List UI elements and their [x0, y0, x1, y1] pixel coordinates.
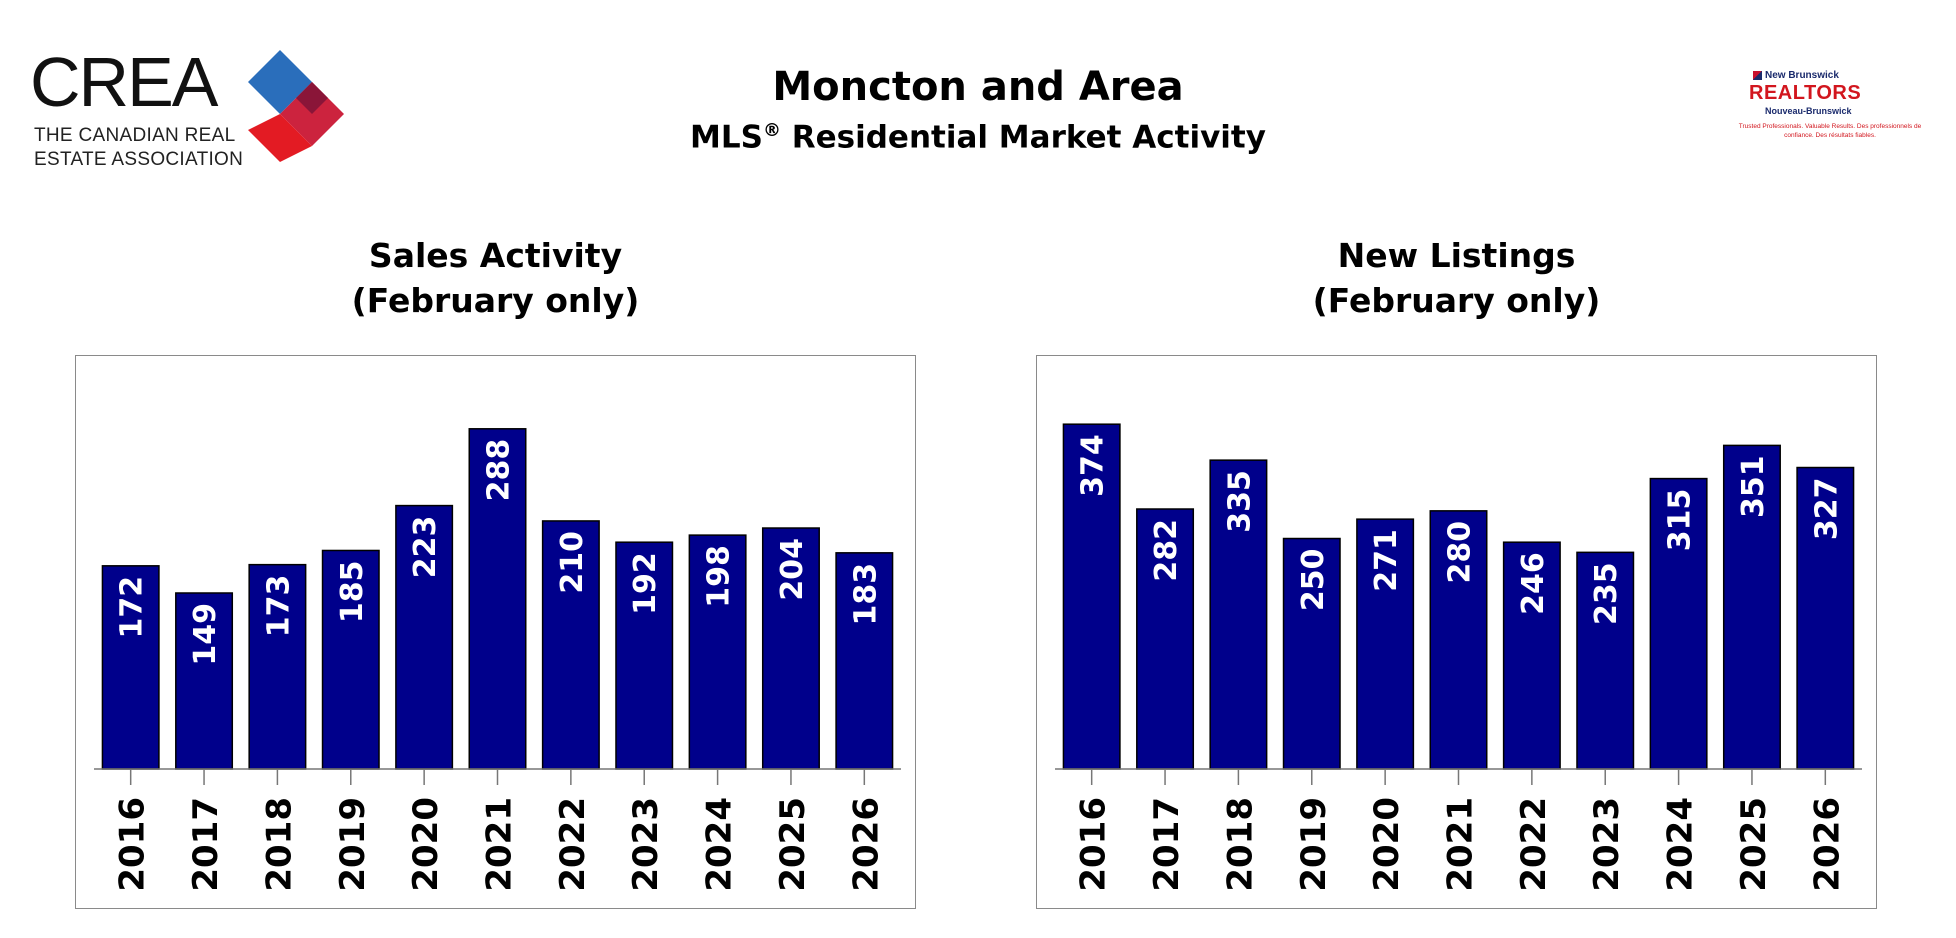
listings-bar-label-2025: 351 [1736, 455, 1771, 518]
listings-tick-label-2026: 2026 [1807, 797, 1847, 892]
listings-bar-2020 [1356, 518, 1415, 770]
sales-tick-label-2016: 2016 [113, 797, 153, 892]
registered-mark: ® [762, 120, 781, 141]
nb-logo-tagline: Trusted Professionals. Valuable Results.… [1738, 123, 1922, 139]
listings-bar-label-2023: 235 [1589, 562, 1624, 625]
page-title: Moncton and Area [772, 64, 1184, 110]
listings-bar-2024 [1649, 477, 1708, 770]
sales-tick-label-2019: 2019 [333, 797, 373, 892]
sales-bar-2024 [688, 534, 747, 770]
listings-bar-label-2022: 246 [1516, 552, 1551, 615]
listings-chart-title-line2: (February only) [1312, 281, 1601, 320]
listings-bar-label-2019: 250 [1296, 549, 1331, 612]
crea-logo-line1: THE CANADIAN REAL [34, 125, 236, 146]
sales-chart-title: Sales Activity (February only) [75, 233, 916, 323]
sales-bar-2019 [321, 549, 380, 770]
listings-tick-label-2022: 2022 [1514, 797, 1554, 892]
sales-tick-label-2022: 2022 [553, 797, 593, 892]
crea-logo-subtitle: THE CANADIAN REAL ESTATE ASSOCIATION [34, 124, 243, 172]
listings-tick-label-2023: 2023 [1587, 797, 1627, 892]
sales-tick-label-2023: 2023 [626, 797, 666, 892]
listings-bar-2018 [1209, 459, 1268, 770]
crea-logo-wordmark: CREA [30, 43, 218, 121]
sales-bar-2022 [541, 520, 600, 770]
listings-tick-label-2016: 2016 [1074, 797, 1114, 892]
sales-bar-2018 [248, 563, 307, 770]
listings-bar-label-2026: 327 [1809, 478, 1844, 541]
sales-bar-2026 [835, 552, 894, 770]
listings-tick-label-2017: 2017 [1147, 797, 1187, 892]
sales-chart-title-line1: Sales Activity [368, 236, 623, 275]
sales-tick-label-2026: 2026 [846, 797, 886, 892]
sales-tick-label-2017: 2017 [186, 797, 226, 892]
sales-bar-label-2023: 192 [628, 552, 663, 615]
listings-bar-2017 [1136, 508, 1195, 770]
sales-bar-label-2022: 210 [555, 531, 590, 594]
sales-bar-2025 [761, 527, 820, 770]
listings-bar-2026 [1796, 466, 1855, 770]
nb-logo-fr: Nouveau-Brunswick [1765, 106, 1852, 116]
sales-bar-2023 [615, 541, 674, 770]
sales-tick-label-2024: 2024 [700, 797, 740, 892]
sales-tick-label-2025: 2025 [773, 797, 813, 892]
listings-chart-title: New Listings (February only) [1036, 233, 1877, 323]
sales-bar-label-2024: 198 [702, 545, 737, 608]
sales-chart-frame: 172 2016 149 2017 173 2018 185 2019 223 2020 288 20… [75, 355, 916, 909]
listings-bar-label-2021: 280 [1443, 521, 1478, 584]
nb-realtors-logo: New Brunswick REALTORS Nouveau-Brunswick… [1735, 70, 1925, 150]
listings-tick-label-2018: 2018 [1220, 797, 1260, 892]
sales-chart-title-line2: (February only) [351, 281, 640, 320]
listings-bar-label-2016: 374 [1076, 434, 1111, 497]
crea-logo-line2: ESTATE ASSOCIATION [34, 149, 244, 170]
sales-bar-label-2018: 173 [261, 575, 296, 638]
listings-tick-label-2019: 2019 [1294, 797, 1334, 892]
page-subtitle: MLS® Residential Market Activity [0, 112, 1956, 156]
listings-bar-2023 [1576, 551, 1635, 770]
listings-bar-label-2020: 271 [1369, 529, 1404, 592]
subtitle-mls: MLS [690, 119, 763, 156]
listings-bar-2025 [1722, 444, 1781, 770]
subtitle-rest: Residential Market Activity [780, 119, 1266, 156]
listings-chart-frame: 374 2016 282 2017 335 2018 250 2019 271 2020 280 20… [1036, 355, 1877, 909]
sales-bar-label-2021: 288 [482, 439, 517, 502]
nb-logo-top: New Brunswick [1765, 70, 1839, 81]
sales-bar-label-2026: 183 [848, 563, 883, 626]
listings-bar-2016 [1062, 423, 1121, 770]
sales-bar-label-2025: 204 [775, 538, 810, 601]
sales-bar-2021 [468, 428, 527, 770]
listings-bar-label-2018: 335 [1222, 470, 1257, 533]
nb-flag-icon [1753, 71, 1762, 80]
crea-logo: CREA THE CANADIAN REAL ESTATE ASSOCIATIO… [30, 43, 344, 174]
listings-tick-label-2024: 2024 [1661, 797, 1701, 892]
nb-logo-name: REALTORS [1749, 82, 1862, 104]
listings-bar-2022 [1502, 541, 1561, 770]
listings-bar-label-2017: 282 [1149, 519, 1184, 582]
listings-bar-2019 [1282, 537, 1341, 770]
sales-tick-label-2020: 2020 [406, 797, 446, 892]
sales-tick-label-2018: 2018 [259, 797, 299, 892]
listings-tick-label-2021: 2021 [1441, 797, 1481, 892]
sales-bar-label-2019: 185 [335, 560, 370, 623]
listings-bar-label-2024: 315 [1663, 489, 1698, 552]
sales-bar-label-2016: 172 [115, 576, 150, 639]
new-listings-chart: 374 2016 282 2017 335 2018 250 2019 271 2020 280 20… [1055, 423, 1862, 892]
listings-chart-title-line1: New Listings [1337, 236, 1576, 275]
listings-tick-label-2025: 2025 [1734, 797, 1774, 892]
sales-activity-chart: 172 2016 149 2017 173 2018 185 2019 223 2020 288 20… [94, 428, 901, 892]
listings-tick-label-2020: 2020 [1367, 797, 1407, 892]
crea-diamond-icon [248, 50, 344, 162]
sales-tick-label-2021: 2021 [480, 797, 520, 892]
sales-bar-label-2020: 223 [408, 516, 443, 579]
sales-bar-label-2017: 149 [188, 603, 223, 666]
